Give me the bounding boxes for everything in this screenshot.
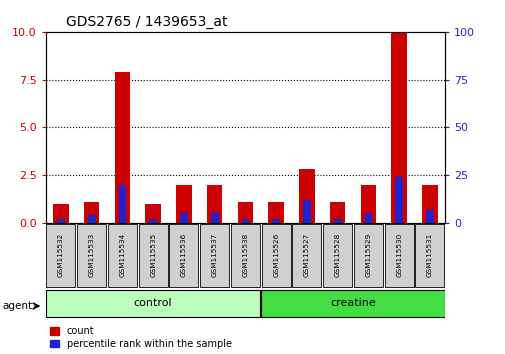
FancyBboxPatch shape xyxy=(384,224,413,287)
Bar xyxy=(364,213,372,223)
Text: GSM115529: GSM115529 xyxy=(365,232,371,276)
Bar xyxy=(145,204,161,223)
Bar xyxy=(302,200,310,223)
Text: GDS2765 / 1439653_at: GDS2765 / 1439653_at xyxy=(66,16,227,29)
Bar xyxy=(115,72,130,223)
Text: agent: agent xyxy=(3,301,33,311)
Text: GSM115526: GSM115526 xyxy=(273,232,279,276)
Text: creatine: creatine xyxy=(329,298,375,308)
Bar xyxy=(360,185,375,223)
FancyBboxPatch shape xyxy=(200,224,229,287)
Bar xyxy=(149,219,157,223)
Bar xyxy=(329,202,344,223)
FancyBboxPatch shape xyxy=(261,290,444,318)
FancyBboxPatch shape xyxy=(323,224,351,287)
Bar xyxy=(333,219,341,223)
Text: GSM115528: GSM115528 xyxy=(334,232,340,276)
Text: GSM115531: GSM115531 xyxy=(426,232,432,276)
FancyBboxPatch shape xyxy=(354,224,382,287)
Bar xyxy=(53,204,69,223)
Bar xyxy=(241,219,249,223)
Bar xyxy=(84,202,99,223)
Text: GSM115527: GSM115527 xyxy=(304,232,309,276)
Bar xyxy=(211,213,218,223)
Legend: count, percentile rank within the sample: count, percentile rank within the sample xyxy=(50,326,231,349)
FancyBboxPatch shape xyxy=(108,224,136,287)
Text: GSM115537: GSM115537 xyxy=(211,232,217,276)
Bar xyxy=(180,213,187,223)
Bar xyxy=(272,219,279,223)
Bar xyxy=(421,185,437,223)
Bar xyxy=(268,202,283,223)
Bar xyxy=(88,215,95,223)
Text: GSM115534: GSM115534 xyxy=(119,232,125,276)
FancyBboxPatch shape xyxy=(230,224,260,287)
Bar xyxy=(237,202,252,223)
Bar xyxy=(425,210,433,223)
Text: GSM115536: GSM115536 xyxy=(181,232,186,276)
Text: GSM115535: GSM115535 xyxy=(150,232,156,276)
Bar xyxy=(57,219,65,223)
FancyBboxPatch shape xyxy=(169,224,198,287)
FancyBboxPatch shape xyxy=(292,224,321,287)
Bar xyxy=(394,177,402,223)
FancyBboxPatch shape xyxy=(138,224,167,287)
Text: control: control xyxy=(134,298,172,308)
Bar xyxy=(207,185,222,223)
FancyBboxPatch shape xyxy=(415,224,443,287)
Text: GSM115532: GSM115532 xyxy=(58,232,64,276)
Bar xyxy=(176,185,191,223)
FancyBboxPatch shape xyxy=(77,224,106,287)
Bar xyxy=(298,170,314,223)
Text: GSM115538: GSM115538 xyxy=(242,232,248,276)
Bar xyxy=(118,185,126,223)
Bar xyxy=(391,32,406,223)
FancyBboxPatch shape xyxy=(46,290,260,318)
Text: GSM115533: GSM115533 xyxy=(88,232,94,276)
FancyBboxPatch shape xyxy=(46,224,75,287)
Text: GSM115530: GSM115530 xyxy=(395,232,401,276)
FancyBboxPatch shape xyxy=(261,224,290,287)
